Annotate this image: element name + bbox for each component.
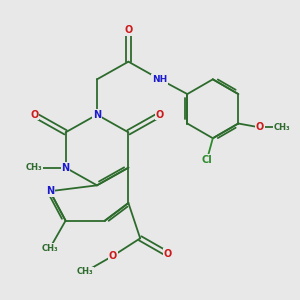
Text: NH: NH bbox=[152, 75, 167, 84]
Text: O: O bbox=[156, 110, 164, 120]
Text: CH₃: CH₃ bbox=[77, 267, 94, 276]
Text: O: O bbox=[124, 25, 133, 35]
Text: CH₃: CH₃ bbox=[26, 163, 43, 172]
Text: O: O bbox=[256, 122, 264, 132]
Text: CH₃: CH₃ bbox=[42, 244, 58, 253]
Text: CH₃: CH₃ bbox=[273, 123, 290, 132]
Text: O: O bbox=[164, 249, 172, 259]
Text: O: O bbox=[109, 251, 117, 261]
Text: N: N bbox=[61, 163, 70, 173]
Text: O: O bbox=[30, 110, 38, 120]
Text: N: N bbox=[93, 110, 101, 120]
Text: Cl: Cl bbox=[202, 155, 212, 165]
Text: N: N bbox=[46, 186, 54, 196]
